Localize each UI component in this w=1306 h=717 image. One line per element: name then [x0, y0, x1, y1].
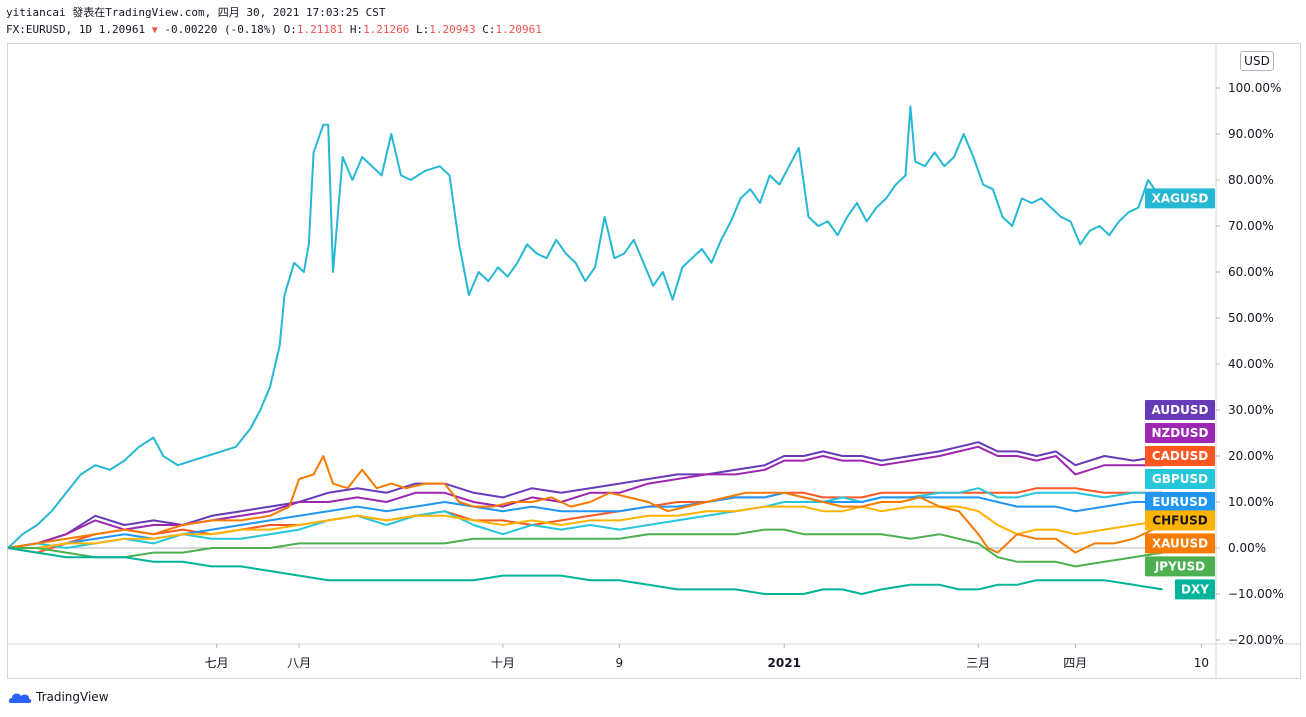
x-tick-label: 七月: [205, 656, 229, 670]
x-tick-label: 四月: [1063, 656, 1087, 670]
series-line-eurusd: [8, 491, 1163, 549]
ohlc-line: FX:EURUSD, 1D 1.20961 ▼ -0.00220 (-0.18%…: [6, 23, 542, 38]
x-tick-label: 八月: [287, 656, 311, 670]
series-tag-label: JPYUSD: [1154, 559, 1205, 573]
series-tag-label: CHFUSD: [1152, 513, 1207, 527]
series-tag-label: DXY: [1181, 582, 1209, 596]
series-tag-nzdusd: [1145, 423, 1215, 443]
y-tick-label: −10.00%: [1228, 587, 1284, 601]
down-arrow-icon: ▼: [151, 25, 158, 36]
high-label: H:: [349, 23, 364, 36]
y-tick-label: 50.00%: [1228, 311, 1274, 325]
y-tick-label: 10.00%: [1228, 495, 1274, 509]
open-label: O:: [283, 23, 297, 36]
x-tick-label: 三月: [966, 656, 990, 670]
chart-frame[interactable]: [7, 43, 1301, 679]
change-value: -0.00220 (-0.18%): [164, 23, 277, 36]
series-line-dxy: [7, 547, 1163, 595]
symbol-label[interactable]: FX:EURUSD, 1D 1.20961: [6, 23, 146, 36]
close-label: C:: [482, 23, 496, 36]
series-line-jpyusd: [8, 528, 1163, 568]
chart-title: yitiancai 發表在TradingView.com, 四月 30, 202…: [6, 6, 386, 19]
y-tick-label: −20.00%: [1228, 633, 1284, 647]
series-tag-jpyusd: [1145, 556, 1215, 577]
series-line-chfusd: [8, 505, 1163, 549]
logo-text: TradingView: [36, 690, 109, 704]
low-label: L:: [416, 23, 430, 36]
y-tick-label: 80.00%: [1228, 173, 1274, 187]
series-tag-label: NZDUSD: [1151, 426, 1208, 440]
series-tag-label: AUDUSD: [1152, 403, 1209, 417]
tradingview-cloud-icon: [8, 693, 32, 703]
series-tag-xauusd: [1145, 533, 1215, 554]
high-value: 1.21266: [363, 23, 410, 36]
series-tag-gbpusd: [1145, 469, 1215, 489]
y-tick-label: 40.00%: [1228, 357, 1274, 371]
y-tick-label: 70.00%: [1228, 219, 1274, 233]
y-tick-label: 30.00%: [1228, 403, 1274, 417]
series-line-nzdusd: [7, 445, 1163, 549]
series-tag-label: EURUSD: [1152, 495, 1208, 509]
y-tick-label: 20.00%: [1228, 449, 1274, 463]
x-tick-label: 9: [615, 656, 623, 670]
series-tag-dxy: [1175, 579, 1215, 600]
series-tag-audusd: [1145, 400, 1215, 420]
series-tag-xagusd: [1145, 188, 1215, 209]
series-tag-eurusd: [1145, 492, 1215, 512]
currency-badge[interactable]: USD: [1240, 51, 1274, 71]
series-line-xagusd: [7, 105, 1164, 549]
series-line-xauusd: [7, 455, 1164, 554]
series-tag-label: XAGUSD: [1152, 191, 1209, 205]
y-tick-label: 0.00%: [1228, 541, 1266, 555]
tradingview-logo[interactable]: TradingView: [8, 690, 109, 704]
series-tag-cadusd: [1145, 446, 1215, 466]
y-tick-label: 100.00%: [1228, 81, 1281, 95]
series-tag-label: XAUUSD: [1152, 536, 1208, 550]
series-tag-chfusd: [1145, 510, 1215, 531]
series-tag-label: GBPUSD: [1152, 472, 1208, 486]
open-value: 1.21181: [296, 23, 344, 36]
close-value: 1.20961: [495, 23, 542, 36]
x-tick-label: 2021: [768, 656, 801, 670]
x-tick-label: 十月: [491, 656, 515, 670]
low-value: 1.20943: [429, 23, 476, 36]
series-line-gbpusd: [7, 487, 1163, 549]
series-tag-label: CADUSD: [1152, 449, 1208, 463]
x-tick-label: 10: [1194, 656, 1209, 670]
y-tick-label: 90.00%: [1228, 127, 1274, 141]
series-line-audusd: [7, 441, 1163, 549]
y-tick-label: 60.00%: [1228, 265, 1274, 279]
